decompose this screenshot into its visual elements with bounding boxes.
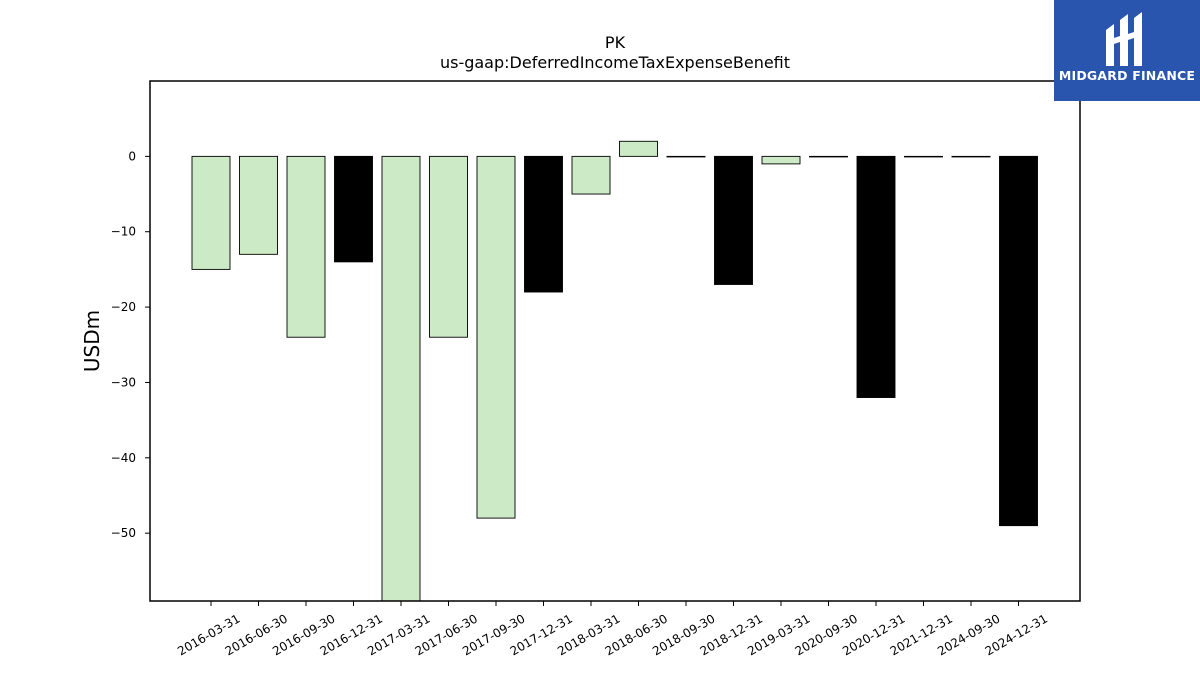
midgard-finance-logo: MIDGARD FINANCE [1054,0,1200,101]
logo-mark-icon [1106,12,1142,66]
bar-2018-06-30 [619,140,658,157]
chart-title: PK [605,33,626,52]
bar-2018-03-31 [571,155,611,195]
y-tick-label: −10 [111,225,136,239]
y-tick-label: −50 [111,526,136,540]
bar-2018-12-31 [714,155,753,285]
bar-2024-09-30 [951,155,991,158]
y-tick-label: −30 [111,375,136,389]
y-tick-label: −20 [111,300,136,314]
bar-2016-12-31 [334,155,373,263]
y-tick-label: −40 [111,451,136,465]
y-tick-label: 0 [128,149,136,163]
bar-2016-03-31 [191,155,231,270]
y-axis-label: USDm [80,310,104,372]
bar-2017-06-30 [429,155,468,338]
bar-2017-09-30 [476,155,516,519]
bar-2019-03-31 [761,155,801,165]
bar-2024-12-31 [999,155,1038,527]
bar-2020-12-31 [856,155,896,398]
bar-2020-09-30 [809,155,848,158]
x-axis-ticks: 2016-03-312016-06-302016-09-302016-12-31… [175,601,1050,658]
bar-2016-06-30 [239,155,278,255]
chart-subtitle: us-gaap:DeferredIncomeTaxExpenseBenefit [440,53,790,72]
plot-frame [149,80,1081,602]
bars [191,140,1038,602]
bar-2021-12-31 [904,155,943,158]
bar-2017-03-31 [381,155,421,602]
bar-2016-09-30 [286,155,326,338]
logo-text: MIDGARD FINANCE [1058,68,1196,83]
y-axis-ticks: 0 −10 −20 −30 −40 −50 [111,149,150,540]
bar-2018-09-30 [666,155,706,158]
bar-2017-12-31 [524,155,563,293]
